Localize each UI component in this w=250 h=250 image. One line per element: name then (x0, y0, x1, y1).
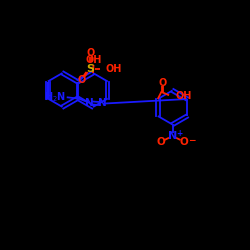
Text: N: N (168, 131, 177, 141)
Text: O: O (156, 137, 166, 147)
Text: O: O (180, 137, 188, 147)
Text: −: − (188, 136, 196, 145)
Text: S: S (86, 64, 94, 74)
Text: O: O (78, 74, 86, 85)
Text: H$_2$N: H$_2$N (44, 90, 66, 104)
Text: N: N (98, 98, 106, 108)
Text: +: + (176, 130, 182, 138)
Text: O: O (86, 48, 94, 58)
Text: OH: OH (85, 55, 102, 65)
Text: OH: OH (106, 64, 122, 74)
Text: O: O (158, 78, 166, 88)
Text: N: N (85, 98, 94, 108)
Text: OH: OH (176, 91, 192, 101)
